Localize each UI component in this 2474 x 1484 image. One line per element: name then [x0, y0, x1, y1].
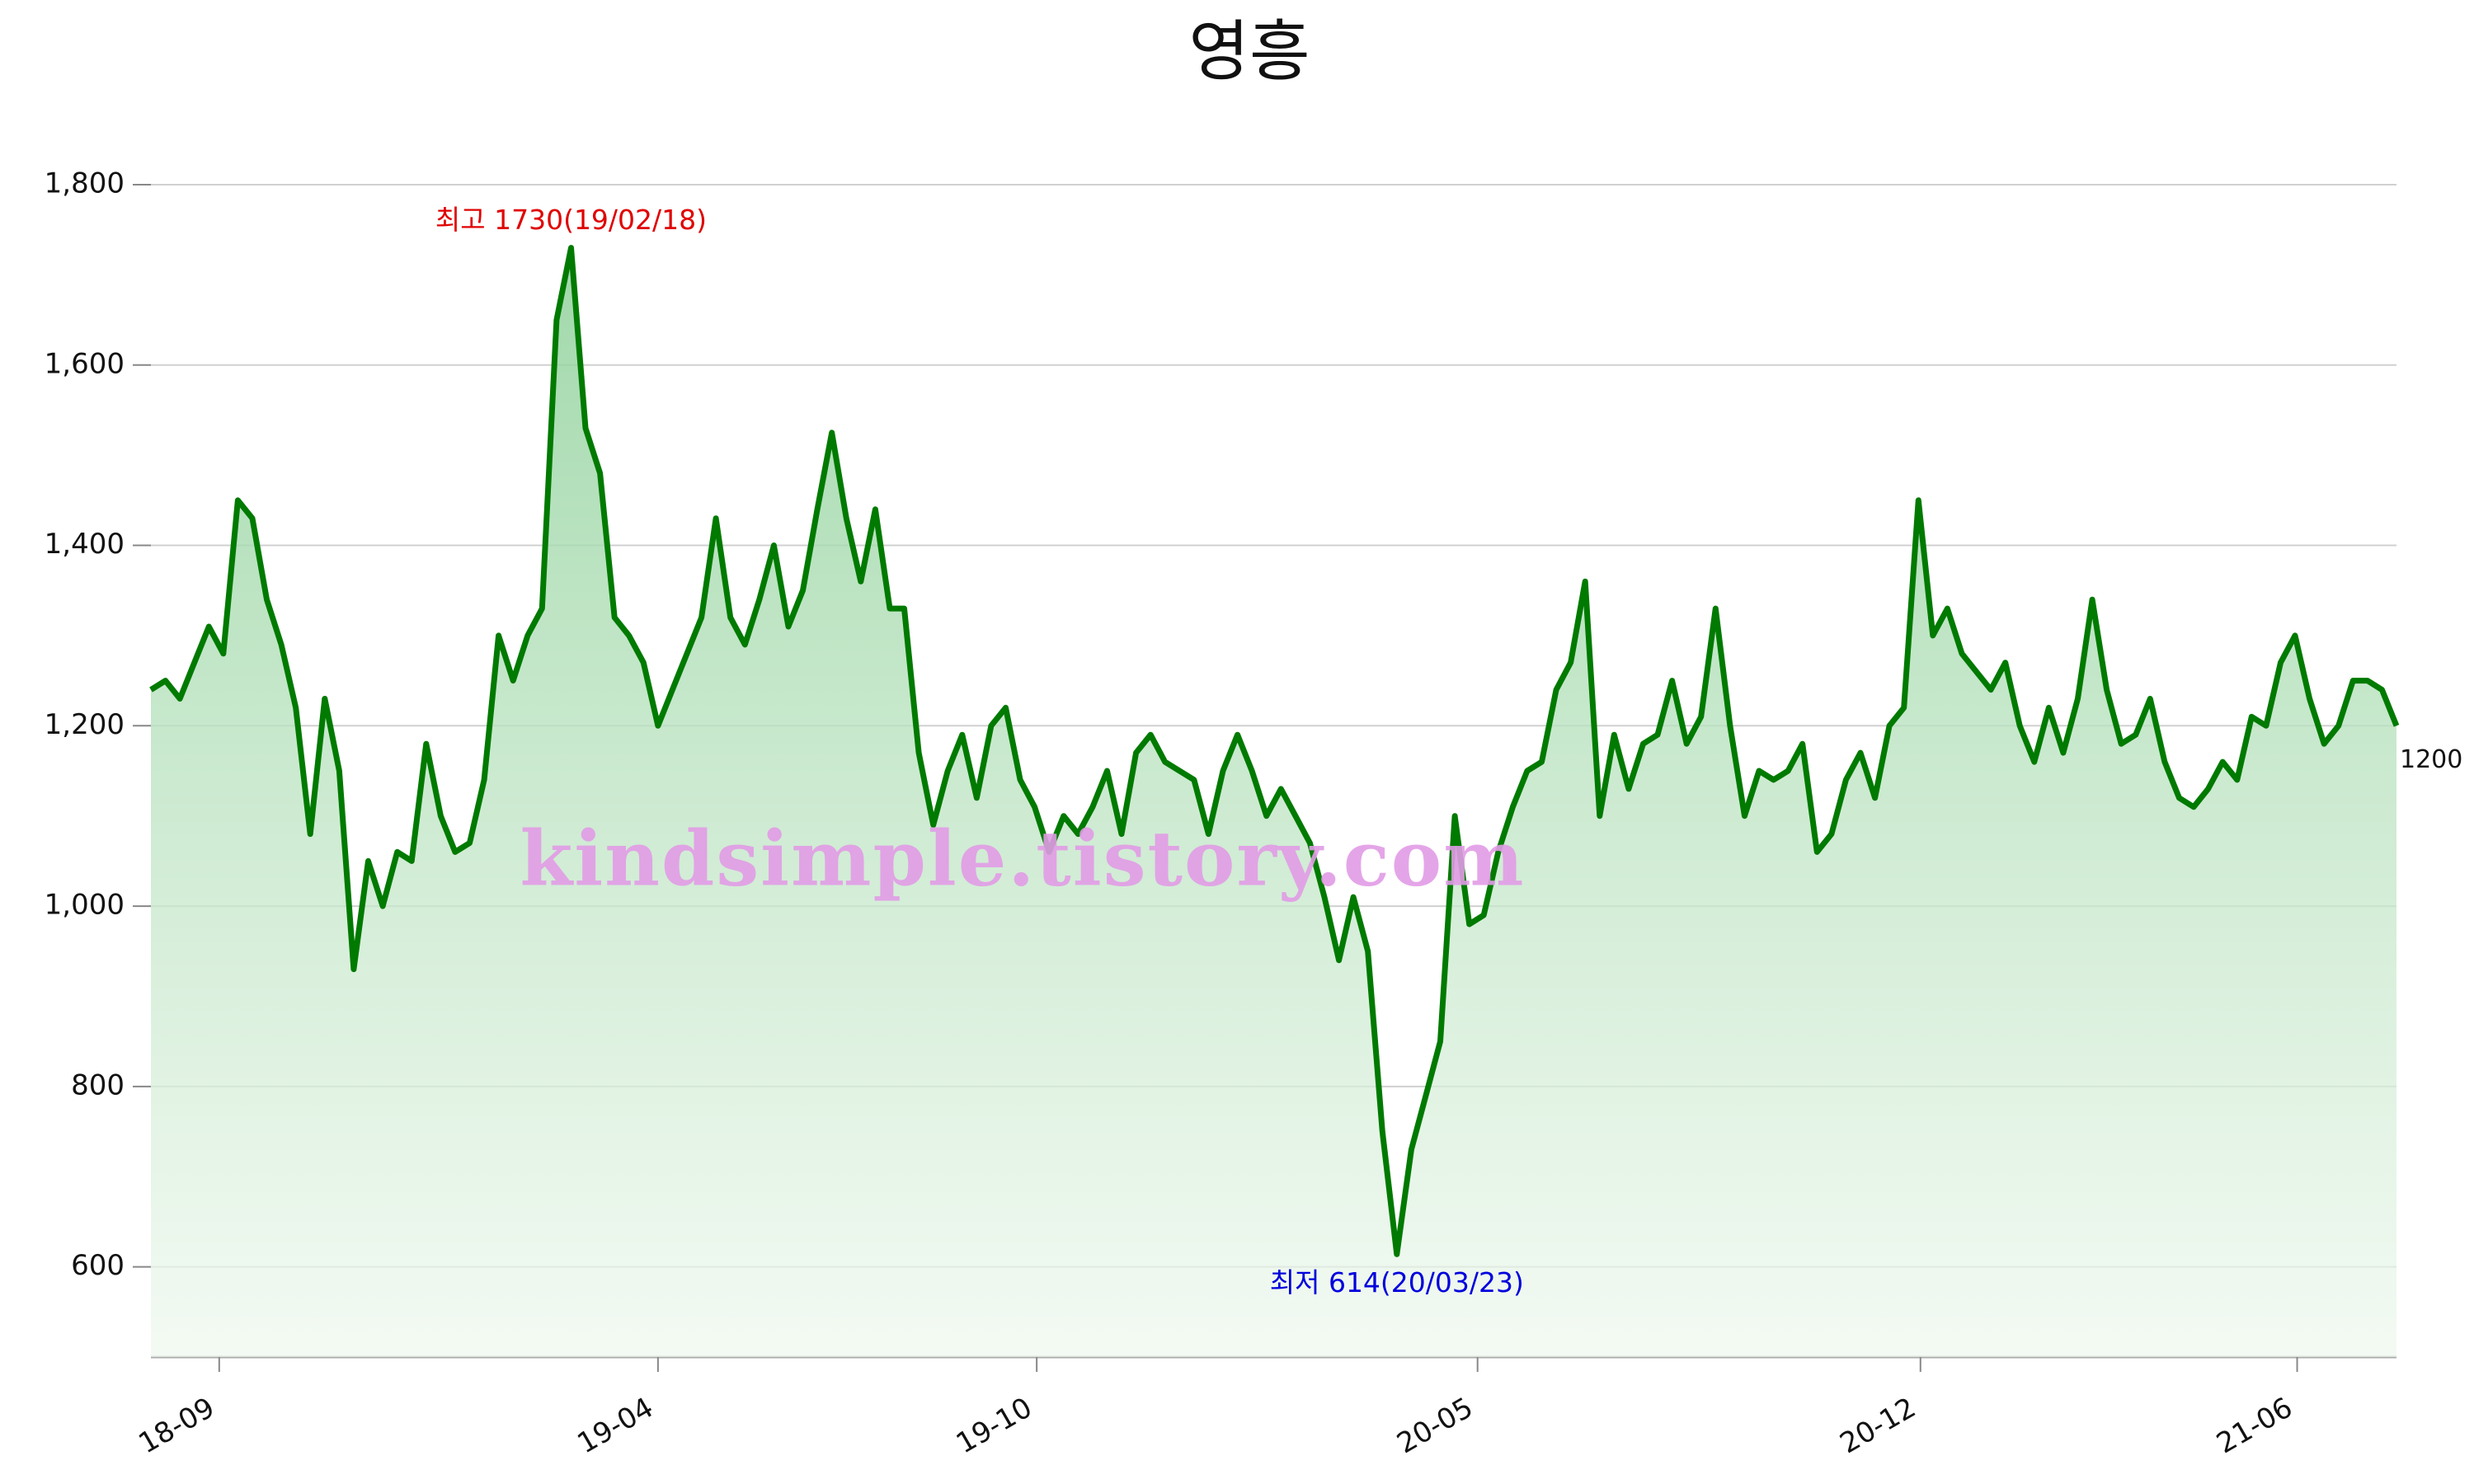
y-tick-label: 1,000 [45, 889, 125, 922]
x-tick-label: 20-05 [1391, 1391, 1479, 1460]
y-tick-label: 600 [71, 1249, 125, 1282]
x-tick-label: 19-10 [951, 1391, 1038, 1460]
annotation: 최저 614(20/03/23) [1270, 1266, 1524, 1298]
y-tick-label: 800 [71, 1068, 125, 1101]
y-tick-label: 1,200 [45, 708, 125, 741]
y-tick-label: 1,800 [45, 167, 125, 200]
y-tick-label: 1,600 [45, 347, 125, 380]
x-tick-label: 21-06 [2211, 1391, 2298, 1460]
x-tick-label: 18-09 [134, 1391, 221, 1460]
last-value-label: 1200 [2400, 745, 2462, 774]
x-tick-label: 19-04 [572, 1391, 660, 1460]
x-tick-label: 20-12 [1834, 1391, 1921, 1460]
watermark: kindsimple.tistory.com [520, 815, 1525, 904]
annotation: 최고 1730(19/02/18) [435, 204, 707, 236]
y-tick-label: 1,400 [45, 528, 125, 561]
line [149, 245, 2400, 1257]
chart-title: 영흥 [1188, 13, 1310, 90]
